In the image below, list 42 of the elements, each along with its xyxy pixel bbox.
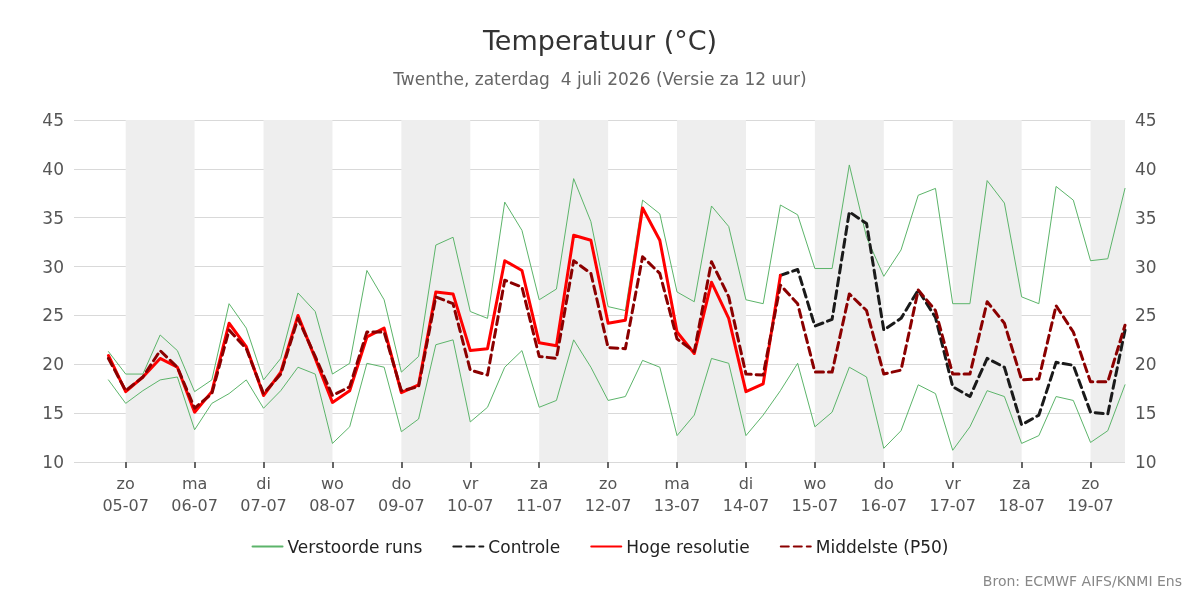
x-tick-label: zo 05-07 [102,473,149,515]
y2-tick-label: 25 [1135,305,1157,326]
x-tick-label: ma 13-07 [653,473,701,515]
text: Bron: ECMWF AIFS/KNMI Ens [982,573,1183,589]
y2-tick-label: 40 [1135,158,1157,179]
y-tick-label: 45 [42,110,64,130]
x-tick-label: zo 12-07 [584,473,632,515]
x-tick-label: ma 06-07 [171,473,218,515]
line-series [107,339,1126,451]
y2-tick-label: 30 [1135,256,1157,277]
x-tick-label: wo 15-07 [791,473,839,515]
x-tick-label: do 09-07 [378,473,425,515]
y-tick-label: 25 [42,305,64,326]
y-tick-label: 30 [42,256,64,277]
y-tick-label: 35 [42,207,64,228]
x-tick-label: vr 10-07 [447,473,494,515]
x-tick-label: do 16-07 [860,473,908,515]
legend-label: Verstoorde runs [287,536,423,557]
x-tick-label: za 18-07 [998,473,1045,515]
legend-label: Hoge resolutie [626,536,750,557]
y-tick-label: 40 [42,158,64,179]
y2-tick-label: 35 [1135,207,1157,228]
x-tick-label: za 11-07 [515,473,563,515]
y2-tick-label: 10 [1135,452,1157,472]
y2-tick-label: 45 [1135,110,1157,130]
x-tick-label: di 07-07 [240,473,287,515]
legend-label: Middelste (P50) [815,536,949,557]
legend-label: Controle [488,536,561,557]
x-tick-label: di 14-07 [722,473,770,515]
y2-tick-label: 15 [1135,403,1157,424]
line-series [778,210,1127,427]
x-tick-label: zo 19-07 [1067,473,1114,515]
y2-tick-label: 20 [1135,354,1157,375]
y-tick-label: 20 [42,354,64,375]
chart-subtitle: Twenthe, zaterdag 4 juli 2026 (Versie za 12 uur) [392,68,807,89]
line-series [107,164,1126,393]
x-tick-label: vr 17-07 [929,473,976,515]
y-tick-label: 10 [42,452,64,472]
x-tick-label: wo 08-07 [309,473,356,515]
y-tick-label: 15 [42,403,64,424]
chart-title: Temperatuur (°C) [481,25,718,56]
line-series [106,255,1127,410]
